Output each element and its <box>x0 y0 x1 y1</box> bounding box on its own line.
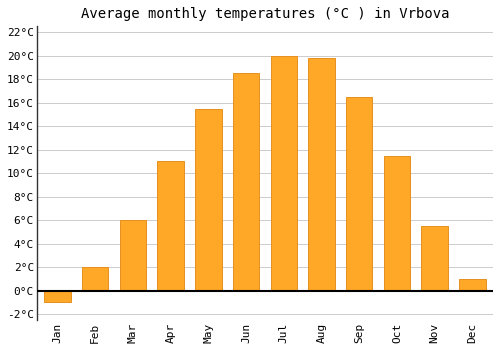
Bar <box>270 56 297 290</box>
Bar <box>459 279 485 290</box>
Bar <box>158 161 184 290</box>
Bar <box>384 155 410 290</box>
Bar <box>82 267 108 290</box>
Bar <box>346 97 372 290</box>
Bar <box>308 58 334 290</box>
Bar <box>195 108 222 290</box>
Bar <box>422 226 448 290</box>
Title: Average monthly temperatures (°C ) in Vrbova: Average monthly temperatures (°C ) in Vr… <box>80 7 449 21</box>
Bar <box>233 73 259 290</box>
Bar <box>44 290 70 302</box>
Bar <box>120 220 146 290</box>
